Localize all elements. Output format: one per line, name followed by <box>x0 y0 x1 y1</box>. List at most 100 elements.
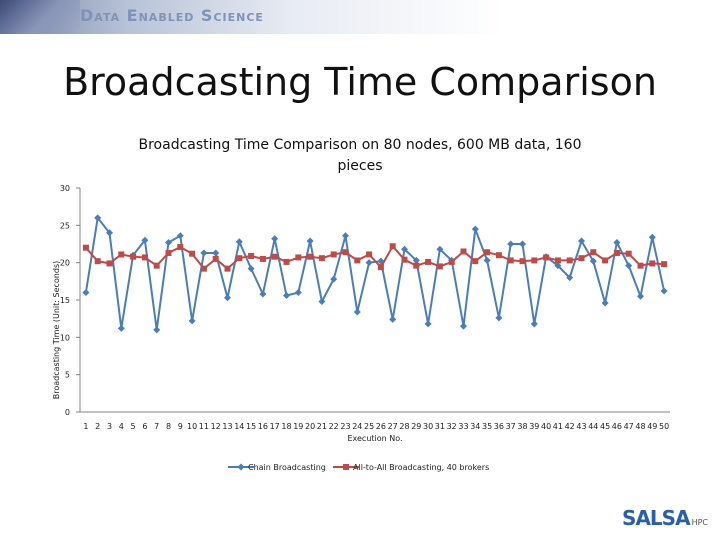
logo-text: SALSA <box>622 506 691 530</box>
data-point-square <box>401 256 408 263</box>
data-point-square <box>366 251 373 258</box>
x-tick-label: 35 <box>482 422 492 431</box>
x-tick-label: 21 <box>317 422 327 431</box>
legend-label-1: Chain Broadcasting <box>248 463 326 472</box>
data-point-diamond <box>530 320 538 328</box>
data-point-diamond <box>495 314 503 322</box>
data-point-square <box>495 252 502 259</box>
data-point-square <box>82 244 89 251</box>
data-point-diamond <box>637 292 644 300</box>
data-point-square <box>295 254 302 261</box>
data-point-square <box>118 251 125 258</box>
x-tick-label: 11 <box>199 422 209 431</box>
data-point-diamond <box>424 320 432 328</box>
data-point-square <box>236 255 243 262</box>
data-point-square <box>200 265 207 272</box>
x-tick-label: 23 <box>340 422 350 431</box>
x-tick-label: 4 <box>119 422 124 431</box>
y-tick-label: 15 <box>60 296 70 305</box>
x-tick-label: 15 <box>246 422 256 431</box>
data-point-diamond <box>589 257 597 265</box>
data-point-square <box>354 257 361 264</box>
x-tick-label: 31 <box>435 422 445 431</box>
data-point-diamond <box>94 214 102 222</box>
data-point-diamond <box>601 299 609 307</box>
x-tick-label: 20 <box>305 422 315 431</box>
banner-swoosh-graphic <box>0 0 80 34</box>
banner-title: Data Enabled Science <box>80 6 264 25</box>
x-tick-label: 3 <box>107 422 112 431</box>
data-point-square <box>106 260 113 267</box>
data-point-square <box>602 257 609 264</box>
data-point-square <box>342 249 349 256</box>
y-tick-label: 20 <box>60 259 70 268</box>
data-point-diamond <box>578 237 585 245</box>
data-point-square <box>330 251 337 258</box>
data-point-square <box>224 265 231 272</box>
y-tick-label: 5 <box>65 371 70 380</box>
x-tick-label: 19 <box>293 422 303 431</box>
data-point-square <box>283 258 290 265</box>
data-point-square <box>460 248 467 255</box>
data-point-diamond <box>200 249 208 257</box>
x-tick-label: 33 <box>458 422 468 431</box>
x-tick-label: 30 <box>423 422 433 431</box>
data-point-square <box>649 260 656 267</box>
data-point-square <box>448 258 455 265</box>
x-tick-label: 50 <box>659 422 669 431</box>
x-tick-label: 22 <box>329 422 339 431</box>
x-tick-label: 28 <box>399 422 409 431</box>
data-point-square <box>578 255 585 262</box>
data-point-diamond <box>212 249 220 257</box>
data-point-diamond <box>613 239 621 247</box>
data-point-square <box>531 257 538 264</box>
x-tick-label: 10 <box>187 422 197 431</box>
data-point-square <box>141 254 148 261</box>
x-tick-label: 40 <box>541 422 551 431</box>
data-point-diamond <box>82 289 90 297</box>
x-tick-label: 39 <box>529 422 539 431</box>
data-point-diamond <box>235 238 243 246</box>
logo-suffix: HPC <box>691 518 708 527</box>
data-point-square <box>153 262 160 269</box>
data-point-diamond <box>353 308 361 316</box>
data-point-diamond <box>176 232 184 240</box>
data-point-diamond <box>283 292 290 300</box>
data-point-diamond <box>224 294 231 302</box>
data-point-diamond <box>117 324 125 332</box>
data-point-square <box>259 255 266 262</box>
data-point-square <box>377 264 384 271</box>
data-point-square <box>590 249 597 256</box>
x-tick-label: 46 <box>612 422 622 431</box>
data-point-diamond <box>106 229 113 237</box>
data-point-diamond <box>342 232 349 240</box>
data-point-square <box>425 258 432 265</box>
data-point-diamond <box>471 225 479 233</box>
data-point-diamond <box>271 235 279 243</box>
data-point-square <box>248 252 255 259</box>
data-point-diamond <box>625 262 633 270</box>
data-point-square <box>661 261 668 268</box>
data-point-square <box>625 250 632 257</box>
data-point-diamond <box>153 326 161 334</box>
data-point-square <box>543 254 550 261</box>
data-point-square <box>472 258 479 265</box>
data-point-diamond <box>554 262 562 270</box>
chart-title: Broadcasting Time Comparison on 80 nodes… <box>138 137 582 174</box>
data-point-diamond <box>401 245 408 253</box>
x-tick-label: 16 <box>258 422 268 431</box>
x-tick-label: 26 <box>376 422 386 431</box>
series-line-1 <box>84 215 666 331</box>
x-tick-label: 44 <box>588 422 598 431</box>
x-tick-label: 29 <box>411 422 421 431</box>
x-tick-label: 49 <box>647 422 657 431</box>
data-point-diamond <box>389 315 397 323</box>
data-point-square <box>271 253 278 260</box>
x-tick-label: 6 <box>142 422 147 431</box>
x-tick-label: 14 <box>234 422 244 431</box>
data-point-diamond <box>483 256 491 264</box>
x-tick-label: 42 <box>565 422 575 431</box>
data-point-diamond <box>306 237 314 245</box>
data-point-diamond <box>259 290 267 298</box>
data-point-diamond <box>294 289 302 297</box>
